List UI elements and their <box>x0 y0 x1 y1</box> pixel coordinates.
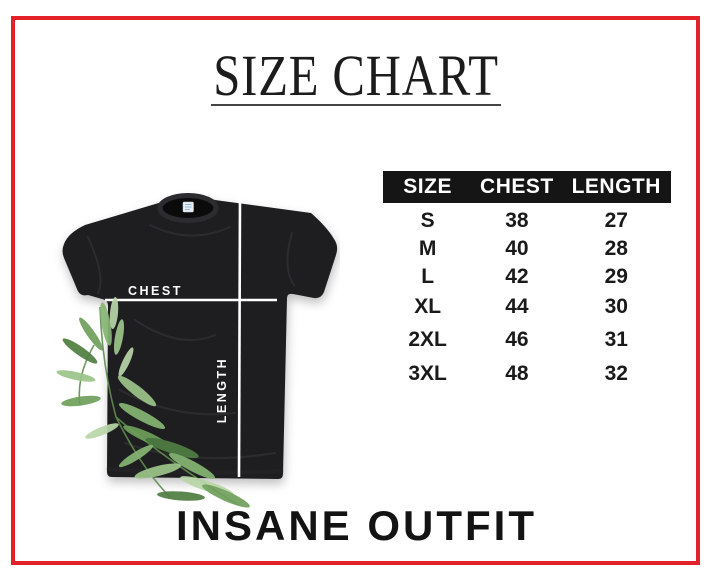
size-value: M <box>418 236 437 260</box>
page-title: SIZE CHART <box>0 46 713 106</box>
size-value: L <box>421 264 435 288</box>
title-underline <box>211 104 501 106</box>
length-label: LENGTH <box>215 357 229 423</box>
table-row: XL 44 30 <box>383 291 671 323</box>
size-value: 3XL <box>408 362 447 385</box>
header-size: SIZE <box>403 175 452 198</box>
header-chest: CHEST <box>480 175 554 198</box>
table-header-row: SIZE CHEST LENGTH <box>383 171 671 203</box>
size-value: S <box>420 209 435 232</box>
table-body: S 38 27 M 40 28 L 42 29 XL 44 30 2XL 46 <box>383 203 671 391</box>
chest-value: 44 <box>505 295 529 318</box>
page-title-text: SIZE CHART <box>213 43 500 108</box>
length-value: 32 <box>604 362 628 385</box>
size-chart-table: SIZE CHEST LENGTH S 38 27 M 40 28 L 42 2… <box>383 171 671 391</box>
table-row: S 38 27 <box>383 207 671 235</box>
length-value: 27 <box>604 209 628 232</box>
size-value: 2XL <box>408 328 447 351</box>
table-row: M 40 28 <box>383 235 671 262</box>
size-value: XL <box>414 295 442 318</box>
chest-label: CHEST <box>128 284 183 298</box>
header-length: LENGTH <box>571 175 661 198</box>
chest-value: 42 <box>505 264 529 288</box>
tshirt-body <box>62 194 338 480</box>
tshirt-graphic <box>62 193 338 480</box>
table-row: 2XL 46 31 <box>383 323 671 357</box>
table-row: L 42 29 <box>383 262 671 291</box>
collar-tag <box>182 201 194 213</box>
tshirt-measurement-diagram: CHEST LENGTH <box>56 193 338 508</box>
leaf-decoration <box>56 297 250 508</box>
length-value: 29 <box>604 264 628 288</box>
brand-name: INSANE OUTFIT <box>176 502 537 549</box>
length-value: 28 <box>604 236 628 260</box>
table-row: 3XL 48 32 <box>383 357 671 391</box>
red-frame-border <box>11 16 700 565</box>
chest-value: 38 <box>505 209 529 232</box>
chest-value: 48 <box>505 362 529 385</box>
chest-value: 46 <box>505 328 529 351</box>
length-value: 30 <box>604 295 628 318</box>
length-measure-line <box>237 194 242 478</box>
length-value: 31 <box>604 328 628 351</box>
chest-value: 40 <box>505 236 529 260</box>
